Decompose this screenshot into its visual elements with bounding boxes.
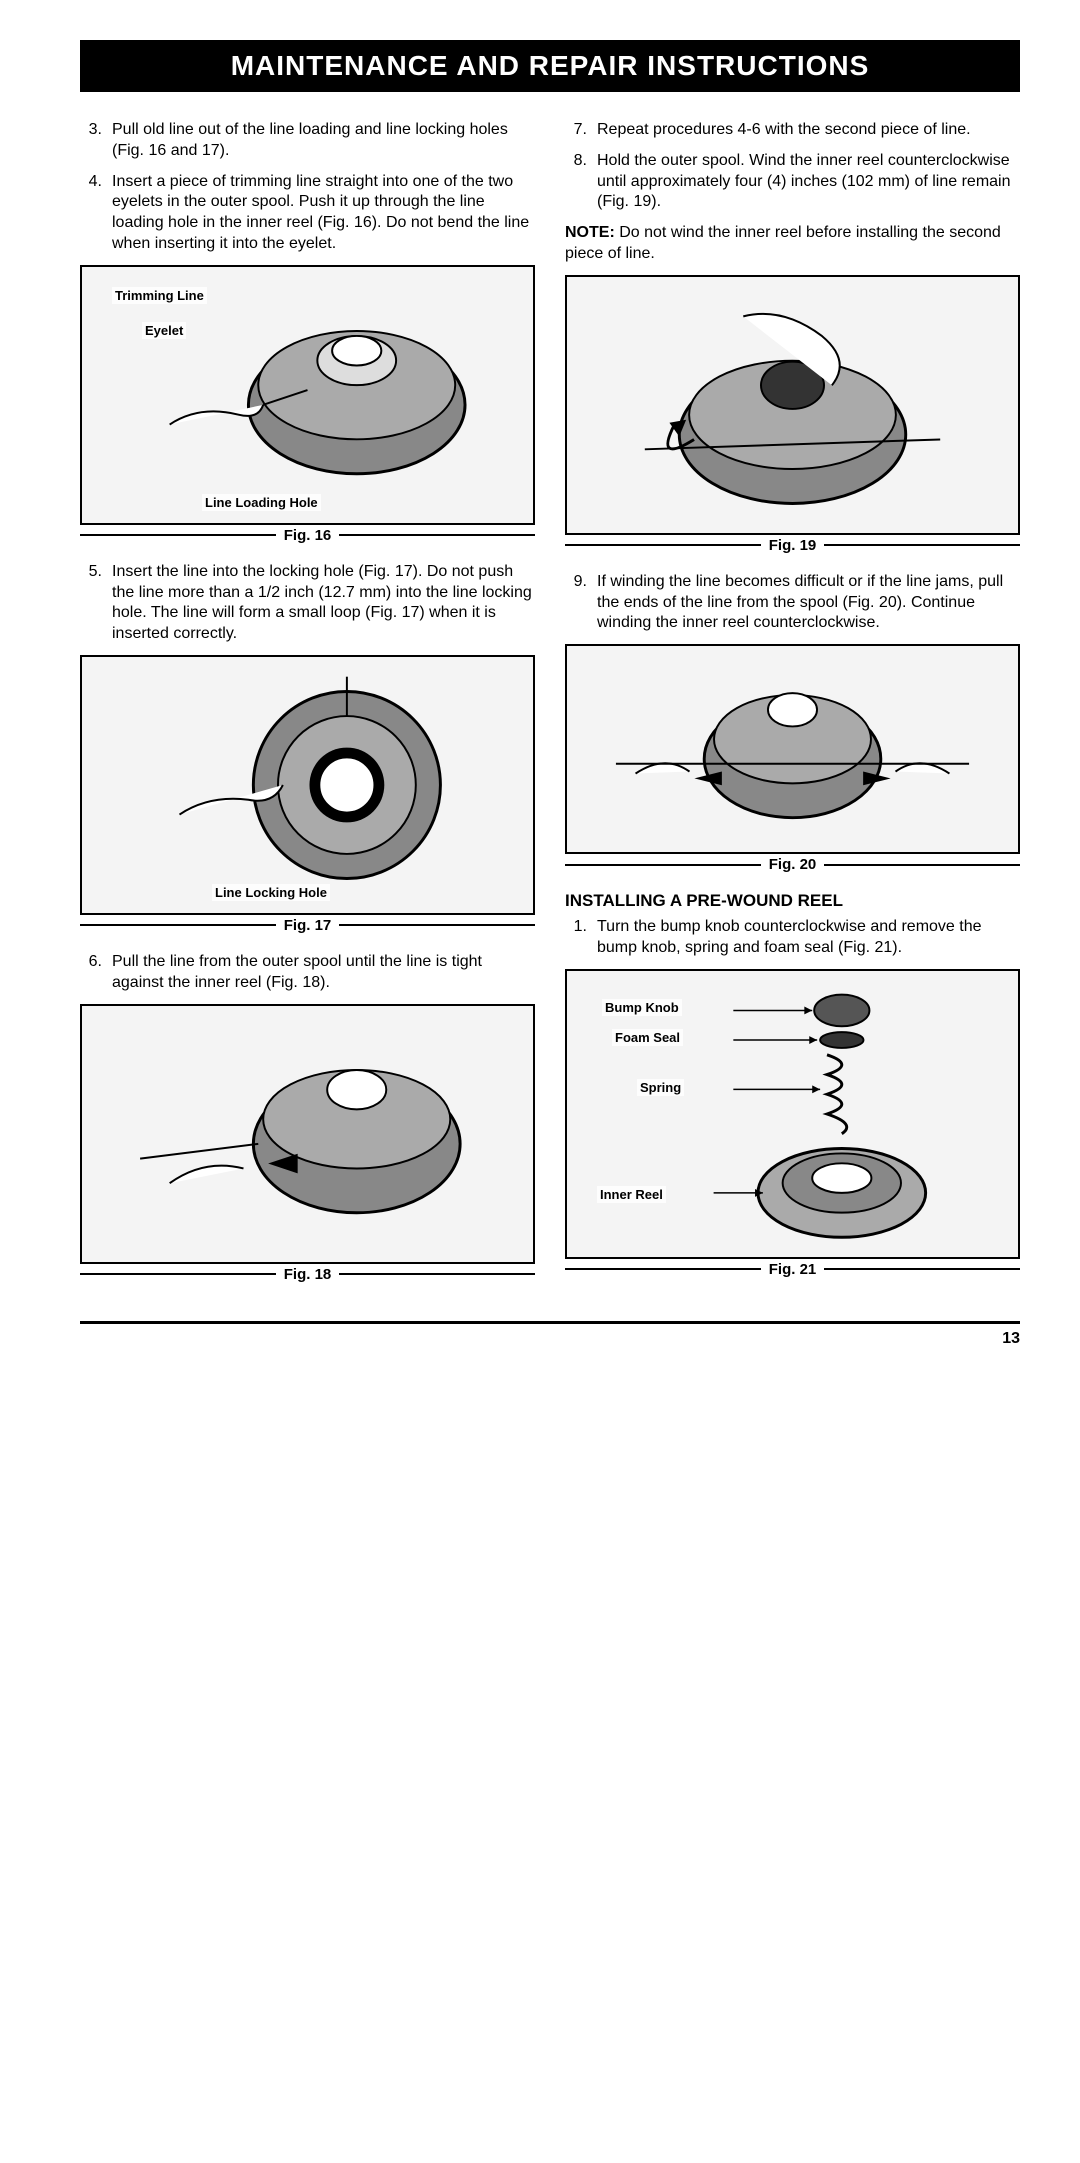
item-number: 4. <box>80 172 102 255</box>
item-text: Hold the outer spool. Wind the inner ree… <box>597 151 1020 213</box>
item-text: Turn the bump knob counterclockwise and … <box>597 917 1020 959</box>
item-text: Repeat procedures 4-6 with the second pi… <box>597 120 971 141</box>
caption-rule <box>824 1268 1020 1270</box>
item-number: 7. <box>565 120 587 141</box>
caption-rule <box>565 864 761 866</box>
figure-19: Fig. 19 <box>565 275 1020 554</box>
content-columns: 3. Pull old line out of the line loading… <box>80 120 1020 1301</box>
list-item: 4. Insert a piece of trimming line strai… <box>80 172 535 255</box>
caption-rule <box>339 534 535 536</box>
label-spring: Spring <box>637 1079 684 1096</box>
caption-rule <box>80 534 276 536</box>
label-loading-hole: Line Loading Hole <box>202 494 321 511</box>
instruction-list: 5. Insert the line into the locking hole… <box>80 562 535 645</box>
item-number: 6. <box>80 952 102 994</box>
caption-rule <box>339 1273 535 1275</box>
item-number: 3. <box>80 120 102 162</box>
item-number: 8. <box>565 151 587 213</box>
instruction-list: 3. Pull old line out of the line loading… <box>80 120 535 255</box>
label-foam-seal: Foam Seal <box>612 1029 683 1046</box>
figure-caption: Fig. 16 <box>80 527 535 544</box>
figure-caption: Fig. 18 <box>80 1266 535 1283</box>
caption-rule <box>80 1273 276 1275</box>
figure-caption: Fig. 17 <box>80 917 535 934</box>
instruction-list: 9. If winding the line becomes difficult… <box>565 572 1020 634</box>
note-text: Do not wind the inner reel before instal… <box>565 224 1001 262</box>
label-inner-reel: Inner Reel <box>597 1186 666 1203</box>
instruction-list: 1. Turn the bump knob counterclockwise a… <box>565 917 1020 959</box>
instruction-list: 6. Pull the line from the outer spool un… <box>80 952 535 994</box>
caption-label: Fig. 16 <box>284 527 332 544</box>
item-text: If winding the line becomes difficult or… <box>597 572 1020 634</box>
item-number: 9. <box>565 572 587 634</box>
page-title-bar: MAINTENANCE AND REPAIR INSTRUCTIONS <box>80 40 1020 92</box>
caption-label: Fig. 20 <box>769 856 817 873</box>
figure-image <box>80 1004 535 1264</box>
note-label: NOTE: <box>565 224 615 241</box>
figure-caption: Fig. 21 <box>565 1261 1020 1278</box>
caption-label: Fig. 21 <box>769 1261 817 1278</box>
list-item: 7. Repeat procedures 4-6 with the second… <box>565 120 1020 141</box>
caption-rule <box>565 544 761 546</box>
item-text: Pull old line out of the line loading an… <box>112 120 535 162</box>
figure-16: Trimming Line Eyelet Line Loading Hole F… <box>80 265 535 544</box>
page-number: 13 <box>1002 1330 1020 1347</box>
instruction-list: 7. Repeat procedures 4-6 with the second… <box>565 120 1020 213</box>
figure-21: Bump Knob Foam Seal Spring Inner Reel Fi… <box>565 969 1020 1278</box>
list-item: 1. Turn the bump knob counterclockwise a… <box>565 917 1020 959</box>
label-trimming-line: Trimming Line <box>112 287 207 304</box>
page-footer: 13 <box>80 1321 1020 1348</box>
item-text: Insert the line into the locking hole (F… <box>112 562 535 645</box>
figure-20: Fig. 20 <box>565 644 1020 873</box>
label-bump-knob: Bump Knob <box>602 999 682 1016</box>
figure-image: Bump Knob Foam Seal Spring Inner Reel <box>565 969 1020 1259</box>
caption-rule <box>565 1268 761 1270</box>
figure-18: Fig. 18 <box>80 1004 535 1283</box>
caption-label: Fig. 19 <box>769 537 817 554</box>
list-item: 9. If winding the line becomes difficult… <box>565 572 1020 634</box>
figure-17: Line Locking Hole Fig. 17 <box>80 655 535 934</box>
label-eyelet: Eyelet <box>142 322 186 339</box>
item-text: Pull the line from the outer spool until… <box>112 952 535 994</box>
caption-label: Fig. 18 <box>284 1266 332 1283</box>
left-column: 3. Pull old line out of the line loading… <box>80 120 535 1301</box>
label-locking-hole: Line Locking Hole <box>212 884 330 901</box>
caption-rule <box>80 924 276 926</box>
figure-image <box>565 644 1020 854</box>
figure-caption: Fig. 20 <box>565 856 1020 873</box>
list-item: 3. Pull old line out of the line loading… <box>80 120 535 162</box>
section-heading: INSTALLING A PRE-WOUND REEL <box>565 891 1020 911</box>
figure-image: Trimming Line Eyelet Line Loading Hole <box>80 265 535 525</box>
list-item: 8. Hold the outer spool. Wind the inner … <box>565 151 1020 213</box>
item-number: 5. <box>80 562 102 645</box>
caption-label: Fig. 17 <box>284 917 332 934</box>
note: NOTE: Do not wind the inner reel before … <box>565 223 1020 265</box>
caption-rule <box>824 544 1020 546</box>
figure-caption: Fig. 19 <box>565 537 1020 554</box>
item-text: Insert a piece of trimming line straight… <box>112 172 535 255</box>
figure-image: Line Locking Hole <box>80 655 535 915</box>
list-item: 6. Pull the line from the outer spool un… <box>80 952 535 994</box>
caption-rule <box>339 924 535 926</box>
figure-image <box>565 275 1020 535</box>
list-item: 5. Insert the line into the locking hole… <box>80 562 535 645</box>
caption-rule <box>824 864 1020 866</box>
item-number: 1. <box>565 917 587 959</box>
right-column: 7. Repeat procedures 4-6 with the second… <box>565 120 1020 1301</box>
